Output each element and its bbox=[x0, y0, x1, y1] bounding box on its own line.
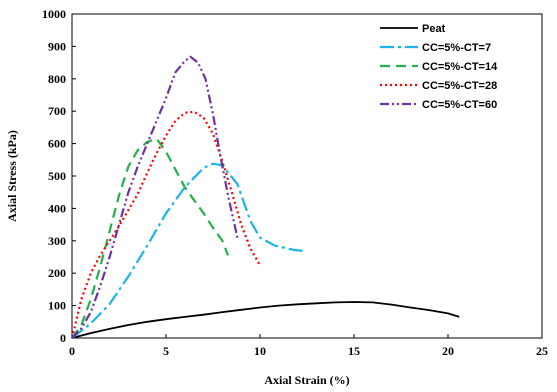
axes: 0 100 200 300 400 500 600 700 800 900 1000 0 5 10 15 20… bbox=[42, 7, 548, 358]
legend-label-0: Peat bbox=[422, 23, 446, 35]
y-tick-label: 500 bbox=[48, 169, 66, 183]
legend-label-2: CC=5%-CT=14 bbox=[422, 61, 498, 73]
legend: Peat CC=5%-CT=7 CC=5%-CT=14 CC=5%-CT=28 CC=5… bbox=[380, 23, 498, 111]
y-tick-label: 400 bbox=[48, 201, 66, 215]
series-line-3 bbox=[70, 110, 261, 339]
y-axis-title: Axial Stress (kPa) bbox=[5, 130, 19, 222]
y-tick-label: 300 bbox=[48, 234, 66, 248]
x-tick-label: 20 bbox=[442, 344, 454, 358]
series-line-0 bbox=[71, 301, 460, 339]
y-tick-label: 1000 bbox=[42, 7, 66, 21]
legend-label-3: CC=5%-CT=28 bbox=[422, 80, 497, 92]
series-line-4 bbox=[71, 55, 239, 339]
y-tick-label: 200 bbox=[48, 266, 66, 280]
x-tick-label: 25 bbox=[536, 344, 548, 358]
x-tick-label: 15 bbox=[348, 344, 360, 358]
x-tick-label: 5 bbox=[163, 344, 169, 358]
series-layer bbox=[70, 55, 460, 339]
y-tick-label: 700 bbox=[48, 104, 66, 118]
y-tick-label: 100 bbox=[48, 299, 66, 313]
series-line-1 bbox=[71, 162, 306, 339]
y-tick-label: 600 bbox=[48, 137, 66, 151]
x-tick-label: 0 bbox=[69, 344, 75, 358]
y-tick-label: 800 bbox=[48, 72, 66, 86]
y-tick-label: 0 bbox=[60, 331, 66, 345]
x-axis-title: Axial Strain (%) bbox=[264, 373, 349, 387]
legend-label-1: CC=5%-CT=7 bbox=[422, 42, 491, 54]
y-tick-label: 900 bbox=[48, 39, 66, 53]
legend-label-4: CC=5%-CT=60 bbox=[422, 99, 497, 111]
x-tick-label: 10 bbox=[254, 344, 266, 358]
series-line-2 bbox=[71, 137, 230, 339]
